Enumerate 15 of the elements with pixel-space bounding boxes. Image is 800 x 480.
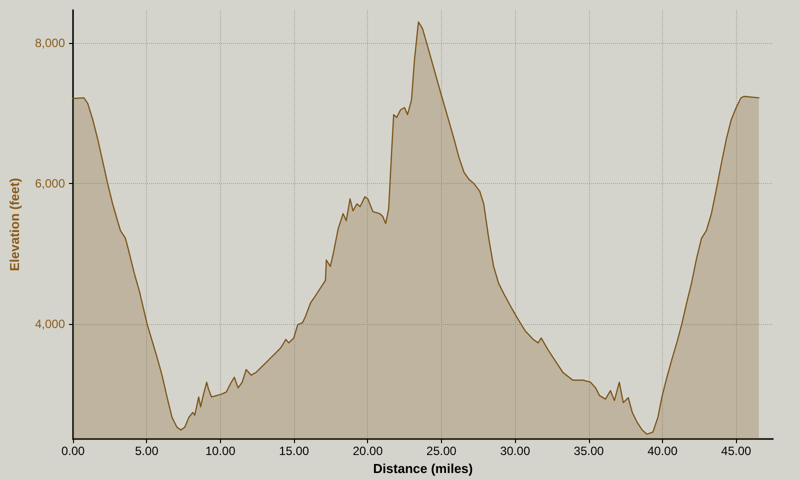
y-tick-label: 8,000 [34,36,66,50]
x-tick-label: 35.00 [574,444,604,458]
y-tick-label: 6,000 [34,176,66,190]
x-tick-label: 10.00 [205,444,236,458]
x-tick-label: 15.00 [279,444,310,458]
x-axis-title: Distance (miles) [373,461,473,476]
x-tick-label: 40.00 [647,444,678,458]
y-tick-label: 4,000 [34,316,66,331]
x-tick-label: 25.00 [426,444,457,458]
x-tick-label: 0.00 [61,444,85,458]
y-axis-title: Elevation (feet) [7,178,22,272]
x-tick-label: 30.00 [500,444,530,458]
x-tick-label: 45.00 [721,444,752,458]
x-tick-label: 20.00 [352,444,384,458]
x-tick-label: 5.00 [135,444,159,458]
